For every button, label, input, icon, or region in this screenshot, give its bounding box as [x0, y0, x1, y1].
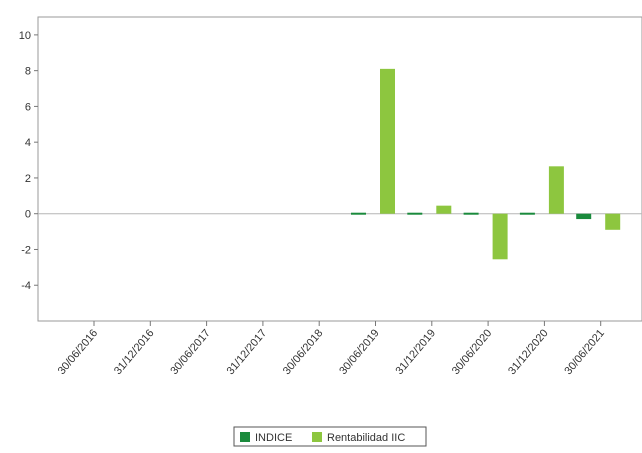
x-tick-label: 31/12/2017 — [225, 327, 270, 377]
y-tick-label: -2 — [21, 244, 31, 256]
bar-rentabilidad — [605, 213, 621, 230]
x-tick-label: 31/12/2016 — [112, 327, 157, 377]
y-tick-label: 4 — [25, 137, 31, 149]
x-tick-label: 30/06/2017 — [168, 327, 213, 377]
y-tick-label: 2 — [25, 173, 31, 185]
y-tick-label: 8 — [25, 66, 31, 78]
y-tick-label: 6 — [25, 101, 31, 113]
bar-rentabilidad — [436, 205, 452, 214]
bar-rentabilidad — [380, 68, 395, 214]
x-tick-label: 30/06/2018 — [281, 327, 326, 377]
x-tick-label: 30/06/2020 — [450, 327, 495, 377]
y-axis: 10 8 6 4 2 0 -2 -4 — [19, 30, 38, 292]
bar-indice — [463, 212, 479, 215]
plot-frame — [37, 16, 642, 322]
bar-indice — [519, 212, 535, 215]
legend-box — [233, 426, 427, 447]
y-tick-label: -4 — [21, 280, 31, 292]
x-tick-label: 31/12/2019 — [394, 327, 439, 377]
bars — [351, 68, 621, 260]
x-tick-label: 30/06/2016 — [56, 327, 101, 377]
legend-label-indice: INDICE — [255, 432, 292, 444]
x-tick-label: 31/12/2020 — [506, 327, 551, 377]
bar-rentabilidad — [548, 166, 564, 214]
bar-indice — [576, 213, 592, 220]
legend: INDICE Rentabilidad IIC — [233, 426, 427, 447]
y-tick-label: 10 — [19, 30, 31, 42]
bar-rentabilidad — [492, 213, 508, 260]
legend-label-rentabilidad: Rentabilidad IIC — [327, 432, 405, 444]
legend-swatch-rentabilidad — [312, 432, 322, 442]
bar-indice — [351, 212, 366, 215]
x-tick-label: 30/06/2019 — [337, 327, 382, 377]
legend-swatch-indice — [240, 432, 250, 442]
x-axis: 30/06/2016 31/12/2016 30/06/2017 31/12/2017… — [56, 321, 607, 377]
x-tick-label: 30/06/2021 — [562, 327, 607, 377]
bar-indice — [407, 212, 423, 215]
y-tick-label: 0 — [25, 209, 31, 221]
